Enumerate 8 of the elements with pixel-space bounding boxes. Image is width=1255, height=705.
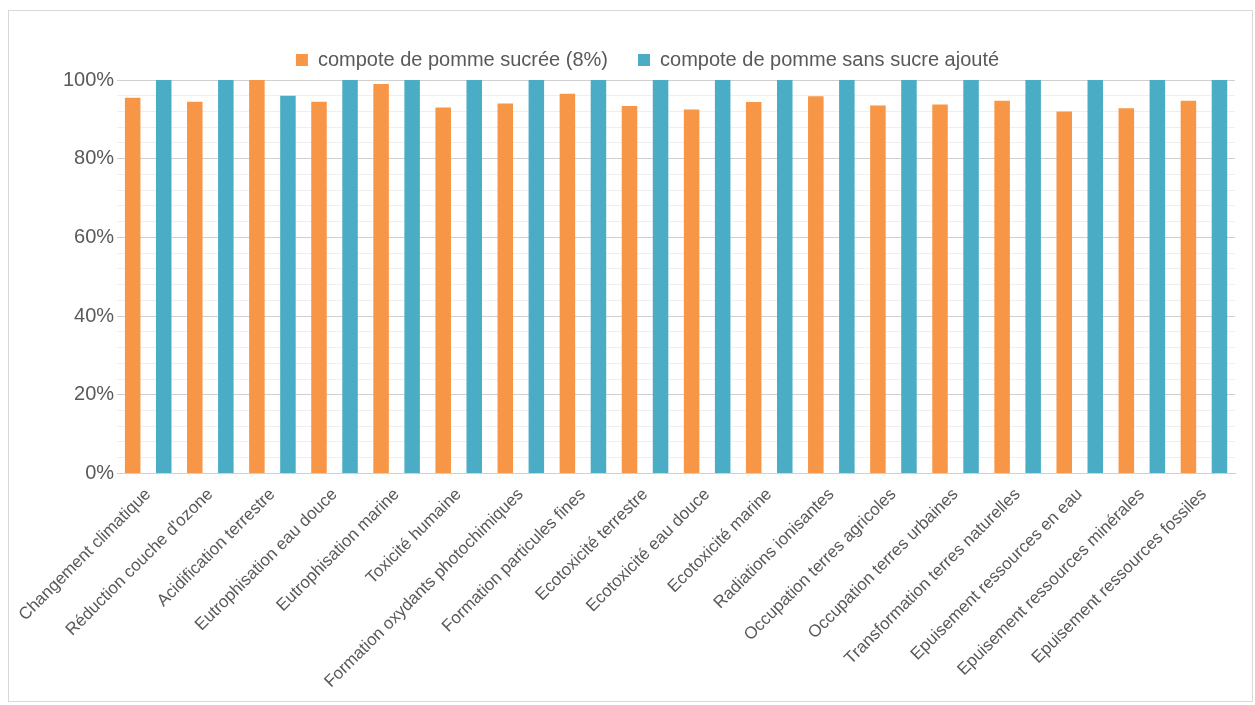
y-tick-label: 80% [74, 146, 115, 169]
y-tick-label: 40% [74, 303, 115, 326]
y-tick-label: 0% [85, 460, 115, 483]
legend-label: compote de pomme sucrée (8%) [317, 47, 609, 70]
y-tick-label: 20% [74, 382, 115, 405]
y-tick-label: 60% [74, 224, 115, 247]
y-tick-label: 100% [63, 67, 115, 90]
legend-label: compote de pomme sans sucre ajouté [660, 47, 1000, 70]
